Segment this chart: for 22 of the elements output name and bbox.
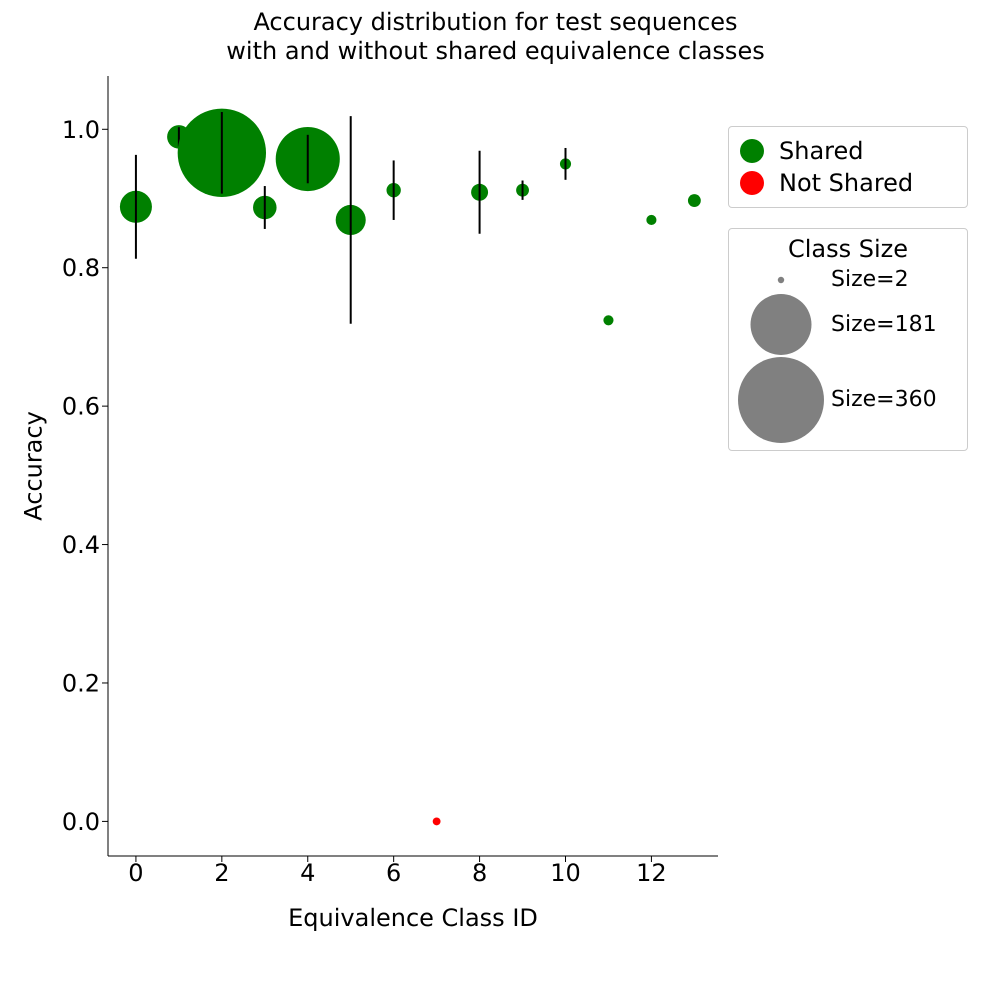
x-tick-label: 8 <box>472 858 488 887</box>
legend-label: Shared <box>779 136 864 165</box>
legend-label: Not Shared <box>779 168 914 197</box>
x-tick-label: 2 <box>214 858 230 887</box>
y-tick-label: 0.8 <box>62 254 100 282</box>
y-axis-title: Accuracy <box>20 410 48 520</box>
legend-label: Size=2 <box>831 267 909 292</box>
x-tick-label: 6 <box>386 858 402 887</box>
x-axis-title: Equivalence Class ID <box>288 904 538 932</box>
y-tick-label: 0.2 <box>62 669 100 698</box>
chart-title: Accuracy distribution for test sequences with and without shared equivalence classes <box>225 8 766 66</box>
x-tick-label: 10 <box>550 858 581 887</box>
y-tick-label: 0.4 <box>62 530 100 559</box>
legend-label: Size=181 <box>831 312 937 337</box>
x-tick-label: 4 <box>300 858 316 887</box>
legend-title: Class Size <box>786 234 910 263</box>
x-tick-label: 0 <box>128 858 144 887</box>
y-tick-label: 1.0 <box>62 115 100 144</box>
x-tick-label: 12 <box>636 858 667 887</box>
legend-label: Size=360 <box>831 387 937 412</box>
y-tick-label: 0.0 <box>62 808 100 836</box>
y-tick-label: 0.6 <box>62 392 100 420</box>
